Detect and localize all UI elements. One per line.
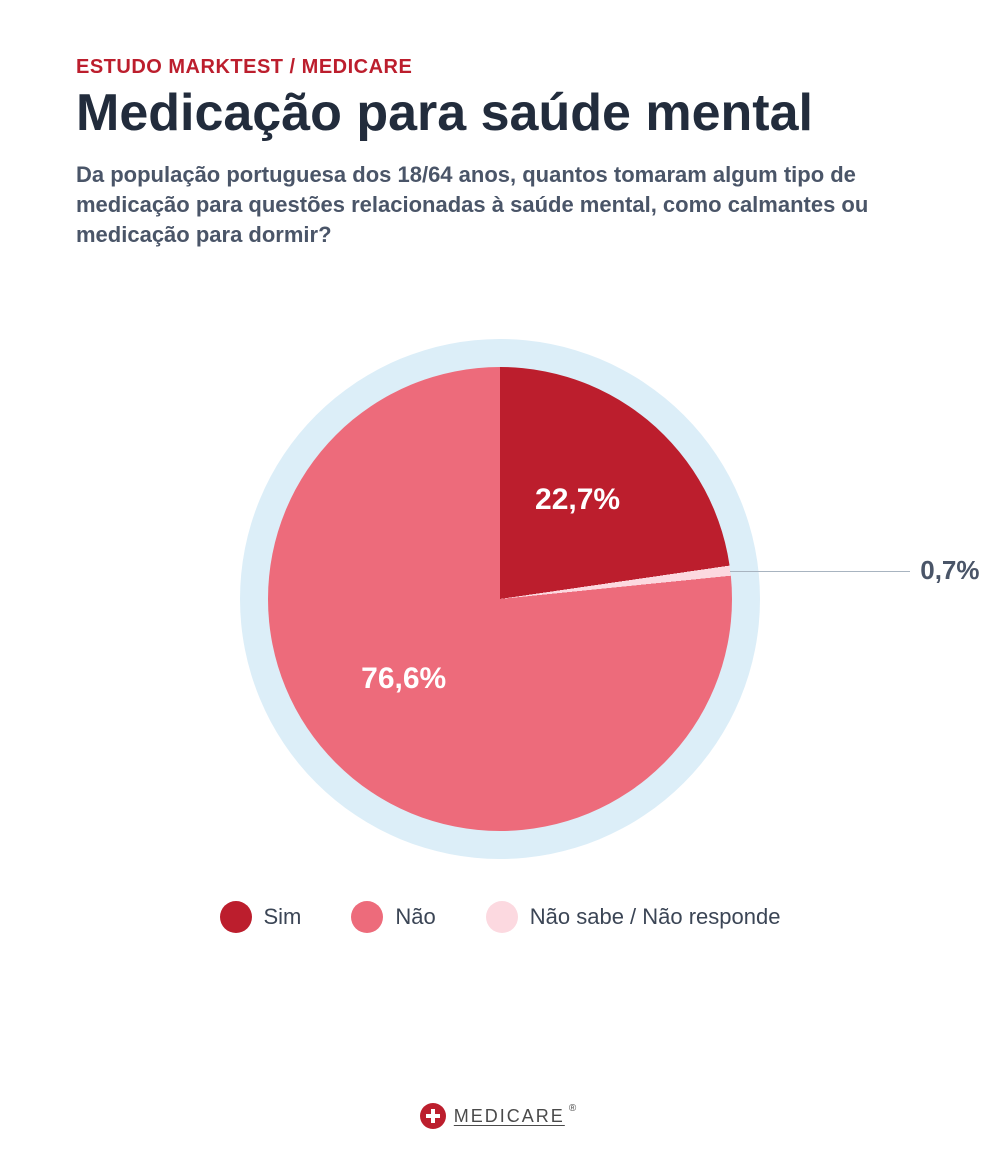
chart-container: 22,7% 76,6% 0,7% — [76, 339, 924, 859]
page-title: Medicação para saúde mental — [76, 85, 924, 142]
page-subtitle: Da população portuguesa dos 18/64 anos, … — [76, 160, 906, 249]
slice-label-ns: 0,7% — [920, 555, 979, 586]
eyebrow-text: ESTUDO MARKTEST / MEDICARE — [76, 56, 924, 79]
slice-label-nao: 76,6% — [361, 662, 446, 696]
pie-chart: 22,7% 76,6% — [240, 339, 760, 859]
legend-swatch-sim — [220, 901, 252, 933]
legend-label: Não sabe / Não responde — [530, 904, 781, 930]
legend-item: Sim — [220, 901, 302, 933]
legend-label: Não — [395, 904, 435, 930]
plus-icon — [420, 1103, 446, 1129]
legend-swatch-nao — [351, 901, 383, 933]
legend-swatch-ns — [486, 901, 518, 933]
legend-item: Não — [351, 901, 435, 933]
footer-logo: MEDICARE ® — [0, 1103, 1000, 1129]
registered-icon: ® — [569, 1103, 576, 1114]
logo-text: MEDICARE — [454, 1106, 565, 1127]
legend-item: Não sabe / Não responde — [486, 901, 781, 933]
legend-label: Sim — [264, 904, 302, 930]
callout-line — [730, 571, 910, 572]
pie-slices — [268, 367, 732, 831]
slice-label-sim: 22,7% — [535, 483, 620, 517]
chart-legend: Sim Não Não sabe / Não responde — [76, 901, 924, 933]
